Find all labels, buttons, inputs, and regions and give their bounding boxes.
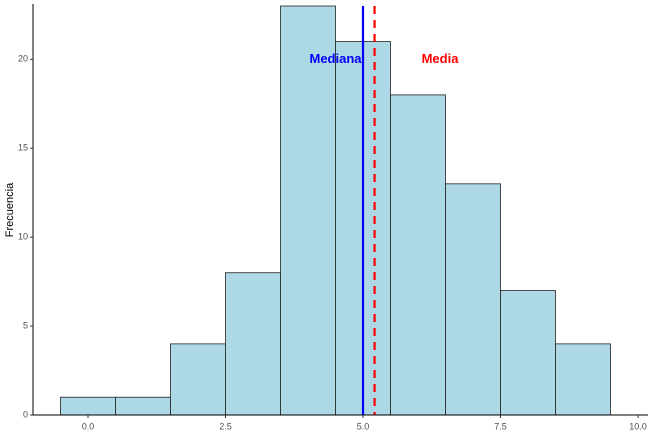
histogram-bar-3 [225, 272, 281, 416]
reference-lines-group [361, 6, 376, 415]
y-axis-title: Frecuencia [4, 182, 16, 237]
histogram-bar-8 [500, 290, 556, 416]
y-tick-label-0: 0 [23, 409, 28, 419]
x-tick-label-4: 10.0 [629, 421, 647, 431]
annotation-mediana: Mediana [309, 51, 362, 66]
histogram-bar-0 [60, 396, 116, 416]
axes-group: 0 5 10 15 20 0.0 2.5 5.0 7.5 10.0 [18, 4, 648, 431]
annotation-media: Media [422, 51, 460, 66]
histogram-bar-7 [445, 183, 501, 416]
x-tick-label-1: 2.5 [219, 421, 232, 431]
histogram-bar-1 [115, 396, 171, 416]
histogram-bar-6 [390, 94, 446, 416]
x-tick-label-3: 7.5 [494, 421, 507, 431]
histogram-bar-4 [280, 5, 336, 416]
y-tick-label-4: 20 [18, 54, 28, 64]
y-tick-label-2: 10 [18, 232, 28, 242]
bars-group [60, 5, 611, 416]
histogram-bar-9 [555, 343, 611, 416]
x-tick-label-0: 0.0 [82, 421, 95, 431]
histogram-bar-2 [170, 343, 226, 416]
y-tick-label-3: 15 [18, 143, 28, 153]
x-tick-label-2: 5.0 [357, 421, 370, 431]
y-tick-label-1: 5 [23, 320, 28, 330]
annotations-group: Mediana Media [309, 51, 459, 66]
